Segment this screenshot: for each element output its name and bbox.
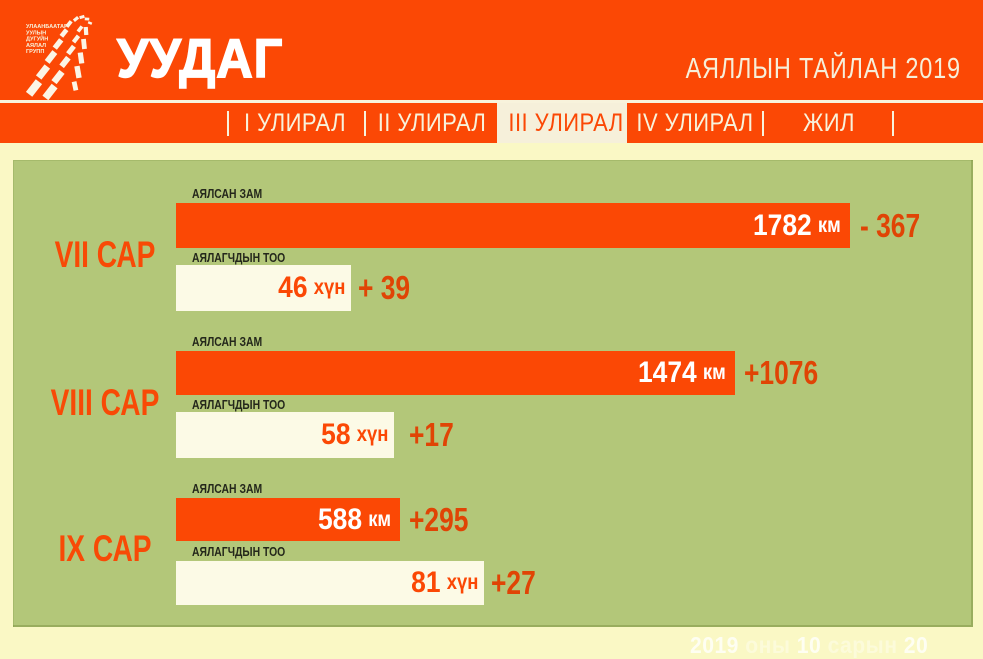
svg-text:ДУГУЙН: ДУГУЙН: [26, 35, 48, 43]
svg-text:ГРУПП: ГРУПП: [26, 49, 44, 55]
svg-text:УЛААНБААТАР: УЛААНБААТАР: [26, 24, 68, 30]
svg-text:УУЛЫН: УУЛЫН: [26, 30, 46, 36]
svg-text:АЯЛАЛ: АЯЛАЛ: [26, 43, 46, 49]
